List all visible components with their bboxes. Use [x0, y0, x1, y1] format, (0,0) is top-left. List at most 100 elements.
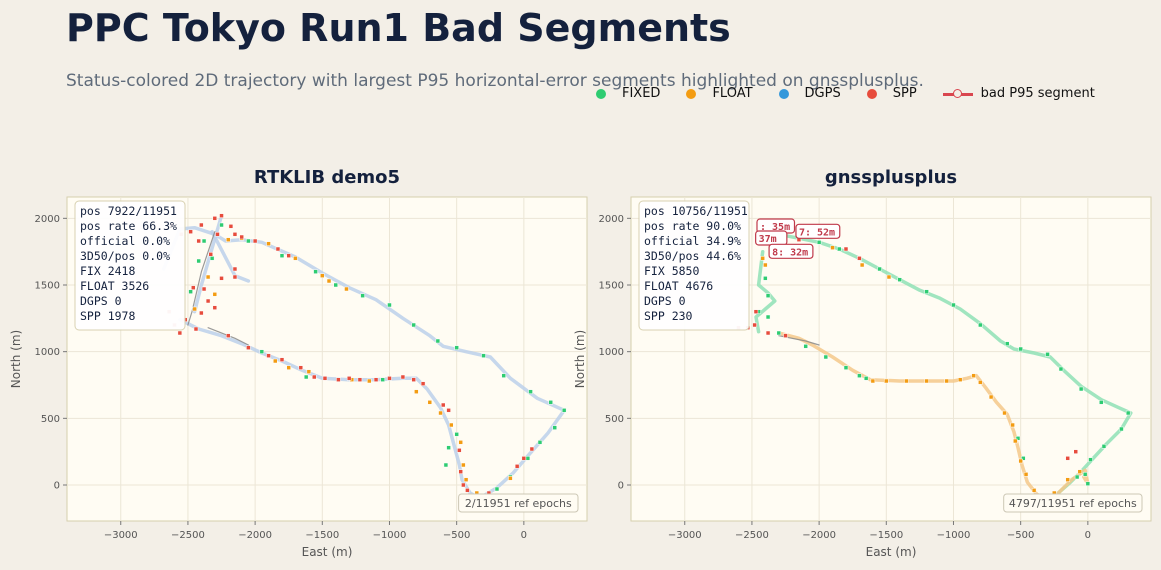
- gnssplusplus-float-point: [1018, 458, 1023, 464]
- page-title: PPC Tokyo Run1 Bad Segments: [66, 6, 731, 50]
- legend-bad-segment-marker: [942, 88, 973, 99]
- gnssplusplus-fixed-point: [1078, 386, 1084, 392]
- rtklib-chart: −3000 −2500 −2000 −1500 −1000 −500 0 0 500 1000 15…: [9, 167, 588, 559]
- gnssplusplus-bad-segment-label: : 35m: [760, 222, 790, 233]
- rtklib-fixed-point: [360, 293, 365, 298]
- gnssplusplus-float-point: [1031, 488, 1037, 493]
- gnssplusplus-float-point: [760, 256, 765, 261]
- rtklib-fixed-point: [537, 440, 543, 445]
- rtklib-tick-label-y: 2000: [35, 214, 60, 225]
- rtklib-fixed-point: [528, 389, 533, 394]
- rtklib-spp-point: [188, 229, 193, 234]
- rtklib-float-point: [225, 237, 231, 242]
- gnssplusplus-bad-segment-label: 7: 52m: [799, 227, 835, 238]
- gnssplusplus-tick-label-x: −2500: [735, 530, 769, 541]
- gnssplusplus-fixed-point: [1085, 481, 1091, 486]
- gnssplusplus-spp-point: [1073, 449, 1079, 454]
- rtklib-track-line: [187, 231, 216, 326]
- gnssplusplus-tick-label-y: 1000: [599, 347, 624, 358]
- rtklib-fixed-point: [380, 377, 386, 382]
- rtklib-spp-point: [357, 377, 363, 382]
- legend-bad-segment-label: bad P95 segment: [980, 86, 1095, 101]
- rtklib-fixed-point: [443, 462, 449, 468]
- rtklib-spp-point: [457, 448, 462, 453]
- gnssplusplus-fixed-point: [1045, 352, 1050, 357]
- rtklib-panel-title: RTKLIB demo5: [254, 167, 400, 188]
- rtklib-float-point: [306, 369, 312, 374]
- rtklib-float-point: [414, 389, 419, 394]
- gnssplusplus-fixed-point: [765, 314, 771, 320]
- gnssplusplus-float-point: [1077, 469, 1083, 474]
- rtklib-fixed-point: [501, 373, 506, 378]
- rtklib-float-point: [427, 400, 433, 405]
- rtklib-stats-line: SPP 1978: [80, 309, 135, 323]
- rtklib-fixed-point: [279, 253, 285, 258]
- rtklib-spp-point: [219, 213, 224, 218]
- rtklib-spp-point: [215, 232, 220, 237]
- rtklib-stats-line: DGPS 0: [80, 294, 122, 308]
- rtklib-tick-label-y: 500: [41, 414, 60, 425]
- rtklib-fixed-point: [201, 238, 207, 244]
- rtklib-stats-line: FLOAT 3526: [80, 279, 149, 293]
- gnssplusplus-track-line: [777, 331, 1090, 501]
- rtklib-float-point: [320, 273, 325, 278]
- rtklib-stats-line: official 0.0%: [80, 234, 170, 248]
- gnssplusplus-ref-epochs-label: 4797/11951 ref epochs: [1009, 497, 1137, 510]
- rtklib-stats-box: [74, 200, 186, 331]
- gnssplusplus-fixed-point: [1004, 341, 1010, 346]
- gnssplusplus-bad-segment-box: [768, 243, 814, 259]
- gnssplusplus-tick-label-y: 2000: [599, 214, 624, 225]
- gnssplusplus-bad-segment-box: [795, 223, 841, 239]
- gnssplusplus-fixed-point: [765, 293, 771, 298]
- rtklib-spp-point: [212, 216, 218, 221]
- rtklib-fixed-point: [548, 400, 553, 405]
- gnssplusplus-float-point: [904, 378, 909, 384]
- rtklib-spp-point: [199, 222, 204, 228]
- gnssplusplus-tick-label-x: −3000: [668, 530, 702, 541]
- gnssplusplus-spp-point: [1065, 456, 1070, 461]
- gnssplusplus-tick-label-x: −1000: [937, 530, 971, 541]
- gnssplusplus-fixed-point: [924, 289, 929, 294]
- rtklib-float-point: [273, 358, 278, 364]
- rtklib-ref-epochs-label: 2/11951 ref epochs: [465, 497, 572, 510]
- gnssplusplus-stats-line: pos rate 90.0%: [644, 219, 741, 233]
- rtklib-tick-label-y: 1000: [35, 347, 60, 358]
- rtklib-tick-label-x: −2500: [171, 530, 205, 541]
- gnssplusplus-float-point: [1065, 477, 1070, 482]
- gnssplusplus-stats-box: [638, 200, 750, 331]
- gnssplusplus-float-point: [924, 378, 929, 384]
- gnssplusplus-spp-point: [765, 330, 771, 336]
- gnssplusplus-tick-label-x: −1500: [869, 530, 903, 541]
- rtklib-float-point: [367, 378, 372, 384]
- rtklib-spp-point: [201, 286, 207, 292]
- legend-dgps-marker: [778, 88, 789, 99]
- gnssplusplus-fixed-point: [897, 277, 902, 282]
- gnssplusplus-float-point: [1010, 422, 1015, 428]
- gnssplusplus-tick-label-x: −2000: [802, 530, 836, 541]
- rtklib-stats-line: 3D50/pos 0.0%: [80, 249, 170, 263]
- gnssplusplus-fixed-point: [1088, 457, 1093, 462]
- rtklib-spp-point: [196, 238, 201, 244]
- rtklib-stats-line: FIX 2418: [80, 264, 135, 278]
- rtklib-spp-point: [336, 377, 341, 382]
- gnssplusplus-tick-label-y: 500: [605, 414, 624, 425]
- rtklib-float-point: [286, 365, 291, 370]
- gnssplusplus-float-point: [1023, 472, 1029, 477]
- rtklib-fixed-point: [313, 269, 318, 274]
- rtklib-stats-line: pos 7922/11951: [80, 204, 177, 218]
- gnssplusplus-fixed-point: [843, 365, 849, 370]
- page-subtitle: Status-colored 2D trajectory with larges…: [66, 71, 924, 91]
- rtklib-spp-point: [252, 238, 258, 244]
- rtklib-float-point: [344, 286, 349, 292]
- legend-item-spp: SPP: [866, 86, 917, 101]
- gnssplusplus-stats-line: FLOAT 4676: [644, 279, 713, 293]
- legend-item-float: FLOAT: [686, 86, 753, 101]
- gnssplusplus-fixed-point: [1125, 410, 1131, 416]
- gnssplusplus-float-point: [978, 380, 983, 385]
- rtklib-float-point: [266, 241, 271, 246]
- gnssplusplus-chart: −3000 −2500 −2000 −1500 −1000 −500 0 0 500 1000 15…: [573, 167, 1152, 559]
- rtklib-spp-point: [298, 365, 304, 370]
- rtklib-fixed-point: [525, 456, 531, 461]
- gnssplusplus-fixed-point: [1119, 426, 1124, 432]
- legend-item-dgps: DGPS: [778, 86, 841, 101]
